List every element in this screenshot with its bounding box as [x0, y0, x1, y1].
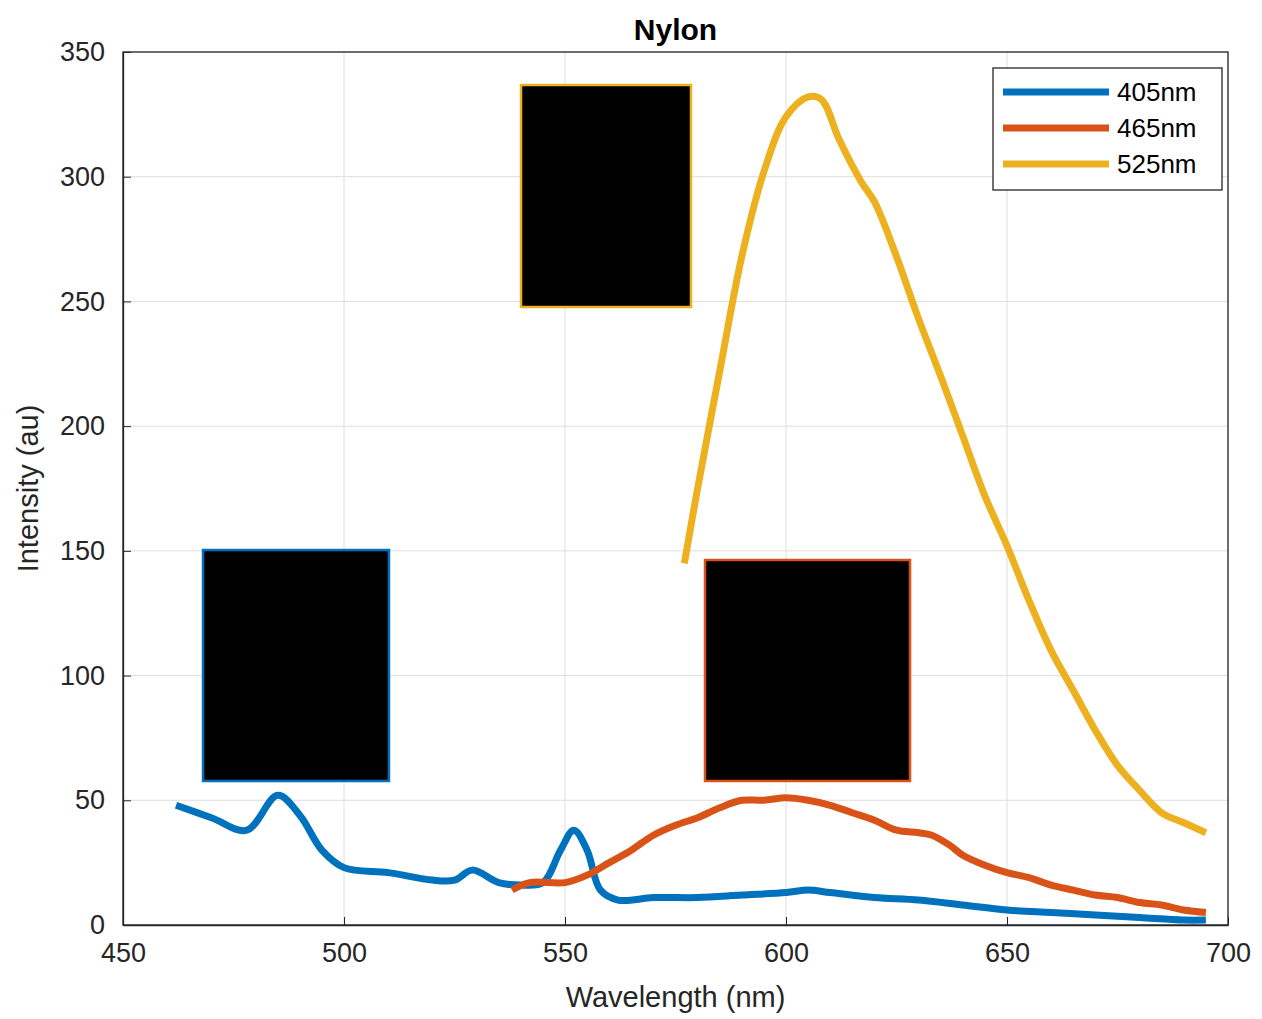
tick: 350: [60, 37, 131, 67]
inset-image: [203, 550, 389, 781]
axis-line: [124, 925, 1229, 926]
chart: 450 500 550 600 650 700 0 50 100 150 200 250 300 350 N…: [0, 0, 1262, 1019]
tick: 50: [75, 785, 131, 815]
x-axis-title: Wavelength (nm): [566, 981, 786, 1013]
legend-swatch: [1003, 161, 1109, 168]
tick: 600: [764, 917, 809, 968]
tick: 500: [322, 917, 367, 968]
grid-line: [786, 52, 787, 925]
tick: 300: [60, 162, 131, 192]
tick-label: 150: [60, 536, 105, 566]
tick-mark: [1228, 917, 1229, 925]
legend: 405nm 465nm 525nm: [993, 68, 1222, 190]
series-line: [512, 798, 1206, 913]
tick-mark: [123, 426, 131, 427]
tick-label: 700: [1206, 938, 1251, 968]
tick-label: 450: [101, 938, 146, 968]
tick-label: 500: [322, 938, 367, 968]
y-axis-title: Intensity (au): [12, 405, 44, 573]
tick-mark: [565, 917, 566, 925]
tick: 150: [60, 536, 131, 566]
grid: [123, 52, 1228, 925]
tick-mark: [123, 925, 131, 926]
series-line: [176, 795, 1206, 920]
tick-mark: [344, 917, 345, 925]
tick-mark: [786, 917, 787, 925]
tick: 550: [543, 917, 588, 968]
insets: [203, 85, 910, 781]
x-axis: 450 500 550 600 650 700: [101, 917, 1251, 968]
tick-mark: [1007, 917, 1008, 925]
grid-line: [344, 52, 345, 925]
tick-label: 600: [764, 938, 809, 968]
tick-label: 0: [90, 910, 105, 940]
tick-label: 350: [60, 37, 105, 67]
tick: 250: [60, 287, 131, 317]
tick-label: 100: [60, 661, 105, 691]
tick-mark: [123, 301, 131, 302]
tick: 200: [60, 411, 131, 441]
legend-label: 525nm: [1117, 149, 1197, 179]
grid-line: [123, 426, 1228, 427]
tick-mark: [123, 551, 131, 552]
title: Nylon: [634, 13, 717, 46]
tick-label: 650: [985, 938, 1030, 968]
tick-mark: [123, 800, 131, 801]
tick-label: 250: [60, 287, 105, 317]
axis-line: [123, 53, 124, 926]
legend-swatch: [1003, 125, 1109, 132]
tick-label: 200: [60, 411, 105, 441]
legend-label: 465nm: [1117, 113, 1197, 143]
inset-image: [521, 85, 691, 307]
tick-label: 550: [543, 938, 588, 968]
tick-label: 300: [60, 162, 105, 192]
tick: 0: [90, 910, 131, 940]
inset-image: [705, 560, 910, 781]
tick: 100: [60, 661, 131, 691]
series-line: [684, 96, 1206, 832]
tick-mark: [123, 52, 131, 53]
legend-swatch: [1003, 89, 1109, 96]
tick-label: 50: [75, 785, 105, 815]
tick-mark: [123, 676, 131, 677]
tick: 700: [1206, 917, 1251, 968]
tick-mark: [123, 177, 131, 178]
plot-frame: [123, 52, 1228, 925]
y-axis: 0 50 100 150 200 250 300 350: [60, 37, 131, 940]
plot: 450 500 550 600 650 700 0 50 100 150 200 250 300 350: [60, 37, 1251, 968]
legend-label: 405nm: [1117, 77, 1197, 107]
tick: 650: [985, 917, 1030, 968]
legend-box: [993, 68, 1222, 190]
